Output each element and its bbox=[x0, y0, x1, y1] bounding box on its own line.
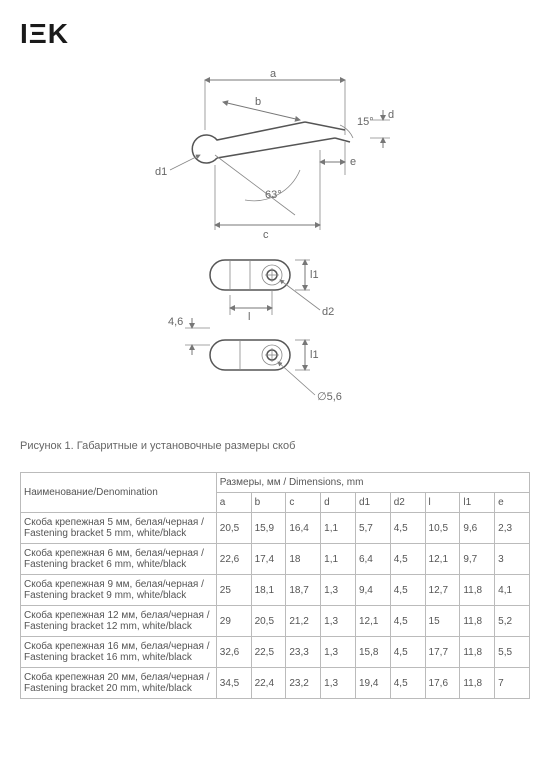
col-header: d bbox=[321, 493, 356, 513]
cell: 4,5 bbox=[390, 668, 425, 699]
cell: 11,8 bbox=[460, 575, 495, 606]
svg-text:l1: l1 bbox=[310, 269, 319, 281]
svg-text:d: d bbox=[388, 109, 394, 121]
svg-text:4,6: 4,6 bbox=[168, 316, 183, 328]
cell: 1,3 bbox=[321, 606, 356, 637]
brand-logo: IΞK bbox=[20, 18, 530, 50]
cell: 12,1 bbox=[355, 606, 390, 637]
row-name: Скоба крепежная 16 мм, белая/черная / Fa… bbox=[21, 637, 217, 668]
cell: 34,5 bbox=[216, 668, 251, 699]
cell: 12,1 bbox=[425, 544, 460, 575]
cell: 22,6 bbox=[216, 544, 251, 575]
col-header: l1 bbox=[460, 493, 495, 513]
cell: 2,3 bbox=[495, 513, 530, 544]
svg-text:l: l bbox=[248, 311, 250, 323]
cell: 20,5 bbox=[216, 513, 251, 544]
cell: 4,5 bbox=[390, 513, 425, 544]
col-header: c bbox=[286, 493, 321, 513]
cell: 9,6 bbox=[460, 513, 495, 544]
row-name: Скоба крепежная 5 мм, белая/черная / Fas… bbox=[21, 513, 217, 544]
col-header: d1 bbox=[355, 493, 390, 513]
cell: 5,2 bbox=[495, 606, 530, 637]
cell: 12,7 bbox=[425, 575, 460, 606]
row-name: Скоба крепежная 9 мм, белая/черная / Fas… bbox=[21, 575, 217, 606]
svg-text:∅5,6: ∅5,6 bbox=[317, 391, 342, 403]
cell: 9,4 bbox=[355, 575, 390, 606]
svg-text:e: e bbox=[350, 156, 356, 168]
col-header: e bbox=[495, 493, 530, 513]
header-name: Наименование/Denomination bbox=[21, 473, 217, 513]
cell: 1,1 bbox=[321, 513, 356, 544]
cell: 18,1 bbox=[251, 575, 286, 606]
svg-text:b: b bbox=[255, 96, 261, 108]
cell: 20,5 bbox=[251, 606, 286, 637]
svg-text:15°: 15° bbox=[357, 116, 374, 128]
svg-text:c: c bbox=[263, 229, 269, 241]
cell: 22,5 bbox=[251, 637, 286, 668]
cell: 4,1 bbox=[495, 575, 530, 606]
table-row: Скоба крепежная 20 мм, белая/черная / Fa… bbox=[21, 668, 530, 699]
table-row: Скоба крепежная 6 мм, белая/черная / Fas… bbox=[21, 544, 530, 575]
svg-text:a: a bbox=[270, 68, 277, 80]
cell: 18,7 bbox=[286, 575, 321, 606]
table-row: Скоба крепежная 5 мм, белая/черная / Fas… bbox=[21, 513, 530, 544]
cell: 22,4 bbox=[251, 668, 286, 699]
cell: 19,4 bbox=[355, 668, 390, 699]
table-row: Скоба крепежная 12 мм, белая/черная / Fa… bbox=[21, 606, 530, 637]
cell: 17,6 bbox=[425, 668, 460, 699]
cell: 10,5 bbox=[425, 513, 460, 544]
cell: 32,6 bbox=[216, 637, 251, 668]
cell: 16,4 bbox=[286, 513, 321, 544]
cell: 11,8 bbox=[460, 668, 495, 699]
cell: 3 bbox=[495, 544, 530, 575]
cell: 23,2 bbox=[286, 668, 321, 699]
cell: 1,3 bbox=[321, 668, 356, 699]
cell: 25 bbox=[216, 575, 251, 606]
cell: 11,8 bbox=[460, 637, 495, 668]
col-header: b bbox=[251, 493, 286, 513]
cell: 21,2 bbox=[286, 606, 321, 637]
cell: 5,5 bbox=[495, 637, 530, 668]
cell: 29 bbox=[216, 606, 251, 637]
technical-diagram: a b 15° d d1 63° e c bbox=[20, 60, 530, 430]
cell: 7 bbox=[495, 668, 530, 699]
cell: 4,5 bbox=[390, 637, 425, 668]
cell: 4,5 bbox=[390, 575, 425, 606]
col-header: l bbox=[425, 493, 460, 513]
cell: 15 bbox=[425, 606, 460, 637]
cell: 5,7 bbox=[355, 513, 390, 544]
cell: 6,4 bbox=[355, 544, 390, 575]
dimensions-table: Наименование/Denomination Размеры, мм / … bbox=[20, 472, 530, 699]
figure-caption: Рисунок 1. Габаритные и установочные раз… bbox=[20, 440, 530, 452]
col-header: d2 bbox=[390, 493, 425, 513]
svg-text:63°: 63° bbox=[265, 189, 282, 201]
row-name: Скоба крепежная 20 мм, белая/черная / Fa… bbox=[21, 668, 217, 699]
row-name: Скоба крепежная 12 мм, белая/черная / Fa… bbox=[21, 606, 217, 637]
header-dims: Размеры, мм / Dimensions, mm bbox=[216, 473, 529, 493]
cell: 17,7 bbox=[425, 637, 460, 668]
cell: 1,3 bbox=[321, 637, 356, 668]
cell: 9,7 bbox=[460, 544, 495, 575]
cell: 23,3 bbox=[286, 637, 321, 668]
svg-text:d1: d1 bbox=[155, 166, 167, 178]
svg-text:d2: d2 bbox=[322, 306, 334, 318]
cell: 4,5 bbox=[390, 606, 425, 637]
cell: 18 bbox=[286, 544, 321, 575]
cell: 1,1 bbox=[321, 544, 356, 575]
cell: 11,8 bbox=[460, 606, 495, 637]
table-row: Скоба крепежная 9 мм, белая/черная / Fas… bbox=[21, 575, 530, 606]
table-row: Скоба крепежная 16 мм, белая/черная / Fa… bbox=[21, 637, 530, 668]
cell: 15,9 bbox=[251, 513, 286, 544]
cell: 17,4 bbox=[251, 544, 286, 575]
cell: 4,5 bbox=[390, 544, 425, 575]
col-header: a bbox=[216, 493, 251, 513]
svg-text:l1: l1 bbox=[310, 349, 319, 361]
row-name: Скоба крепежная 6 мм, белая/черная / Fas… bbox=[21, 544, 217, 575]
cell: 15,8 bbox=[355, 637, 390, 668]
cell: 1,3 bbox=[321, 575, 356, 606]
